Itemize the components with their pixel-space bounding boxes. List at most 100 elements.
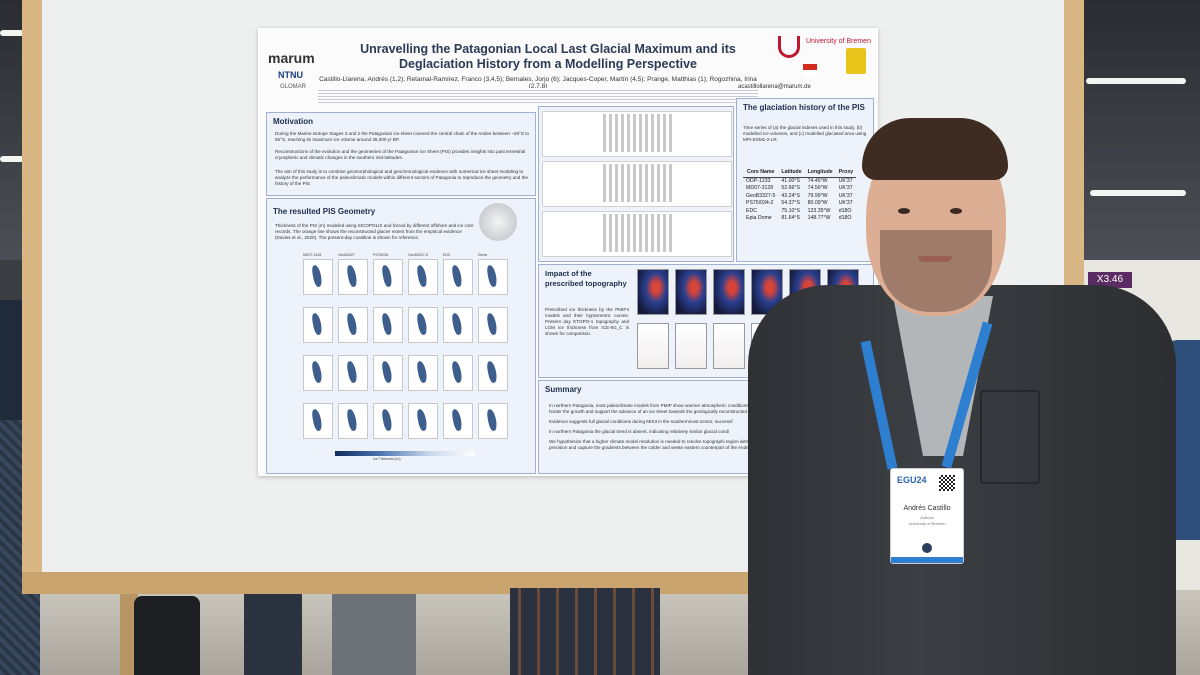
ice-thickness-map: [303, 307, 333, 343]
column-label: GeoB3327-5: [408, 253, 428, 257]
topography-map: [713, 269, 745, 315]
ice-thickness-map: [338, 259, 368, 295]
geometry-panel: The resulted PIS Geometry Thickness of t…: [266, 198, 536, 474]
ntnu-logo: NTNU: [278, 70, 303, 80]
core-records-table: Core Name Latitude Longitude Proxy ODP-1…: [743, 169, 857, 223]
motivation-bullet: Reconstructions of the evolution and the…: [275, 149, 526, 160]
poster-affiliations: [318, 88, 758, 104]
motivation-title: Motivation: [273, 117, 313, 126]
column-label: GeoB3327: [338, 253, 355, 257]
table-row: PS75/034-2 54.37°S 80.09°W UK'37: [743, 200, 856, 208]
ice-thickness-map: [373, 403, 403, 439]
time-series-figure: [538, 106, 734, 262]
table-cell: UK'37: [838, 200, 853, 206]
table-header: Longitude: [804, 169, 836, 178]
colorbar: [335, 451, 475, 456]
ice-thickness-map: [338, 403, 368, 439]
table-cell: 75.10°S: [781, 207, 800, 214]
backpack: [134, 596, 200, 675]
ice-thickness-map: [338, 307, 368, 343]
table-cell: d18O: [838, 207, 852, 214]
hypsometric-curve: [713, 323, 745, 369]
ice-thickness-map: [443, 355, 473, 391]
topography-description: Prescribed ice thickness by the PMIP4 mo…: [545, 307, 629, 336]
ice-thickness-map: [478, 403, 508, 439]
university-name: University of Bremen: [806, 38, 871, 45]
globe-icon: [479, 203, 517, 241]
table-cell: Epia Dome: [746, 215, 772, 221]
badge-name: Andrés Castillo: [903, 505, 951, 512]
time-series-plot: [542, 111, 732, 157]
motivation-bullet: During the Marine Isotope Stages 3 and 2…: [275, 131, 530, 142]
time-series-plot: [542, 161, 732, 207]
motivation-panel: Motivation During the Marine Isotope Sta…: [266, 112, 536, 196]
ice-thickness-map: [408, 403, 438, 439]
ice-thickness-map: [443, 307, 473, 343]
summary-title: Summary: [545, 385, 582, 394]
table-cell: 148.77°W: [807, 215, 831, 221]
ice-thickness-map: [478, 259, 508, 295]
ice-thickness-map: [373, 259, 403, 295]
poster-title-line2: Deglaciation History from a Modelling Pe…: [399, 57, 697, 71]
background-person-legs: [244, 594, 302, 675]
table-cell: GeoB3327-5: [746, 192, 776, 199]
scientific-poster: marum NTNU GLOMAR Unravelling the Patago…: [258, 28, 878, 476]
name-badge: EGU24 Andrés Castillo Authors University…: [890, 468, 964, 564]
summary-bullet: In northern Patagonia the glacial trend …: [549, 429, 730, 434]
glomar-logo: GLOMAR: [280, 84, 307, 90]
table-cell: 52.66°S: [781, 185, 800, 191]
column-label: PS75/034: [373, 253, 389, 257]
ice-thickness-map: [338, 355, 368, 391]
hypsometric-curve: [637, 323, 669, 369]
ice-thickness-map: [478, 307, 508, 343]
topography-map: [637, 269, 669, 315]
table-row: GeoB3327-5 43.24°S 79.99°W UK'37: [743, 193, 856, 201]
summary-bullet: We hypothesize that a higher climate mod…: [549, 439, 765, 450]
table-cell: UK'37: [838, 192, 853, 199]
table-cell: PS75/034-2: [746, 200, 774, 206]
bremen-u-icon: [778, 36, 800, 58]
board-leg: [120, 594, 138, 675]
marum-logo: marum: [268, 50, 315, 66]
table-row: Epia Dome 81.64°S 148.77°W d18O: [743, 215, 856, 223]
table-header: Core Name: [743, 169, 779, 178]
geometry-title: The resulted PIS Geometry: [273, 207, 376, 216]
topography-title-line2: prescribed topography: [545, 279, 627, 288]
column-label: MD07-3128: [303, 253, 322, 257]
hypsometric-curve: [675, 323, 707, 369]
table-cell: EDC: [746, 207, 757, 214]
table-cell: 74.45°W: [807, 177, 828, 184]
ceiling-light: [1086, 78, 1186, 84]
author-email: acastillollarena@marum.de: [738, 84, 811, 90]
column-label: Dome: [478, 253, 488, 257]
presenter-beard: [880, 230, 992, 312]
table-cell: 41.00°S: [781, 177, 800, 184]
ceiling-light: [1090, 190, 1186, 196]
ice-thickness-map: [443, 403, 473, 439]
glaciation-description: Time series of (a) the glacial indexes u…: [743, 125, 867, 142]
ice-thickness-map: [303, 355, 333, 391]
table-cell: 80.09°W: [807, 200, 828, 206]
chile-flag-icon: [803, 64, 817, 76]
table-header-row: Core Name Latitude Longitude Proxy: [743, 169, 857, 178]
ceiling-light: [0, 156, 24, 162]
topography-title: Impact of the prescribed topography: [545, 269, 627, 289]
ice-thickness-map: [443, 259, 473, 295]
table-cell: 54.37°S: [781, 200, 800, 206]
glaciation-history-panel: The glaciation history of the PIS Time s…: [736, 98, 874, 262]
table-header: Latitude: [778, 169, 805, 178]
presenter-eye: [950, 208, 962, 214]
table-row: MD07-3128 52.66°S 74.56°W UK'37: [743, 185, 856, 193]
table-cell: d18O: [838, 215, 852, 221]
board-number-sign: X3.46: [1088, 272, 1132, 288]
badge-stripe: [891, 557, 963, 563]
ice-thickness-map: [408, 259, 438, 295]
presenter-eye: [898, 208, 910, 214]
table-cell: 43.24°S: [781, 192, 800, 199]
ice-thickness-map: [303, 403, 333, 439]
glaciation-title: The glaciation history of the PIS: [743, 103, 865, 112]
topography-title-line1: Impact of the: [545, 269, 592, 278]
summary-bullet: In northern Patagonia, most paleoclimate…: [549, 403, 758, 414]
summary-bullet: Evidence suggests full glacial condition…: [549, 419, 733, 424]
presenter-hair: [862, 118, 1008, 180]
